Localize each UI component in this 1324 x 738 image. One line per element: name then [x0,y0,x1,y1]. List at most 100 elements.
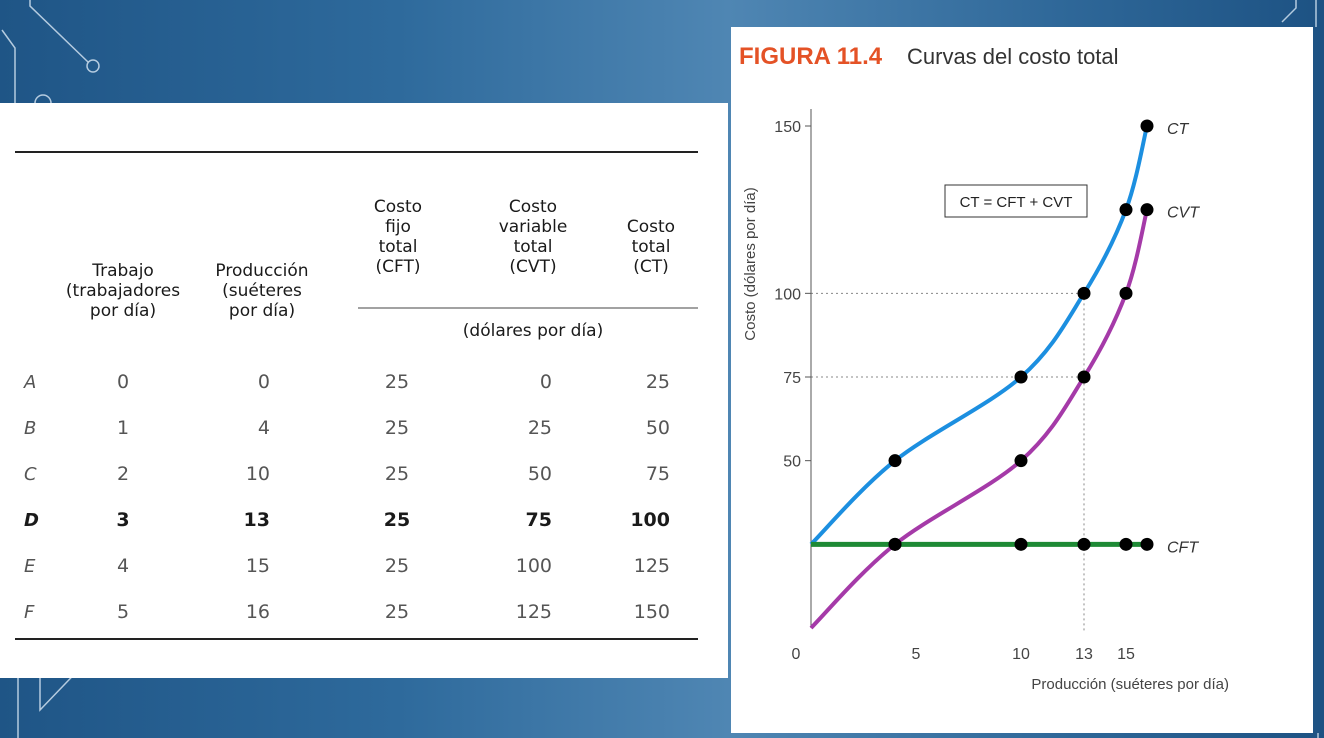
header-cvt-4: (CVT) [509,257,556,277]
point-cvt [1077,370,1091,384]
equation-box [944,184,1088,218]
y-tick-label: 50 [783,454,801,471]
figure-title: Curvas del costo total [907,44,1119,69]
equation-label: CT = CFT + CVT [960,194,1073,211]
table-row: F 5 16 25 125 150 [24,601,670,623]
header-ct-1: Costo [627,217,675,237]
header-cft-1: Costo [374,197,422,217]
header-produccion-3: por día) [229,301,295,321]
header-trabajo-2: (trabajadores [66,281,180,301]
header-ct-2: total [632,237,671,257]
point-ct [1014,370,1028,384]
cell-ct: 125 [634,555,670,577]
x-tick-label: 0 [792,646,801,663]
cell-produccion: 10 [246,463,270,485]
row-label: B [24,418,36,439]
cell-trabajo: 4 [117,555,129,577]
cell-trabajo: 2 [117,463,129,485]
cell-produccion: 16 [246,601,270,623]
cell-ct: 75 [646,463,670,485]
cell-trabajo: 5 [117,601,129,623]
figure-panel: FIGURA 11.4 Curvas del costo total 50 75 1… [731,27,1313,733]
table-row: D 3 13 25 75 100 [24,509,670,531]
x-tick-label: 10 [1012,646,1030,663]
figure-number: FIGURA 11.4 [739,43,883,70]
y-tick-label: 100 [774,286,801,303]
cell-trabajo: 0 [117,371,129,393]
cell-cvt: 100 [516,555,552,577]
cell-cvt: 50 [528,463,552,485]
row-label: E [24,556,36,577]
row-label: D [24,510,39,531]
cell-cvt: 125 [516,601,552,623]
header-produccion-2: (suéteres [222,281,302,301]
guide-lines [811,292,1085,632]
y-axis-label: Costo (dólares por día) [742,187,759,340]
x-tick-label: 15 [1117,646,1135,663]
header-cvt-1: Costo [509,197,557,217]
y-tick-label: 150 [774,119,801,136]
header-cft-4: (CFT) [376,257,421,277]
point-cft [1140,537,1154,551]
point-cvt [1119,286,1133,300]
header-cft-2: fijo [385,217,411,237]
header-trabajo-1: Trabajo [91,261,154,281]
cell-cft: 25 [385,417,409,439]
header-cvt-3: total [514,237,553,257]
point-ct [1077,286,1091,300]
cell-ct: 25 [646,371,670,393]
row-label: C [24,464,37,485]
y-axis-ticks: 50 75 100 150 [774,119,811,471]
cell-ct: 100 [630,509,670,531]
cell-produccion: 15 [246,555,270,577]
cell-cvt: 0 [540,371,552,393]
point-ct [1119,203,1133,217]
cell-produccion: 0 [258,371,270,393]
series-labels: CT CVT CFT [1167,121,1200,556]
point-cvt [1140,203,1154,217]
cost-table: Trabajo (trabajadores por día) Producció… [15,151,698,640]
table-row: C 2 10 25 50 75 [24,463,670,485]
point-cft [1077,537,1091,551]
series-label-ct: CT [1167,121,1190,138]
data-points [888,119,1154,551]
x-tick-label: 13 [1075,646,1093,663]
cell-cft: 25 [385,601,409,623]
series-label-cft: CFT [1167,539,1199,556]
cell-ct: 50 [646,417,670,439]
point-cft [1014,537,1028,551]
cell-trabajo: 3 [116,509,129,531]
total-cost-chart: FIGURA 11.4 Curvas del costo total 50751… [739,43,1229,693]
point-cvt [1014,454,1028,468]
header-cvt-2: variable [499,217,568,237]
point-cft [1119,537,1133,551]
table-body: A 0 0 25 0 25 B 1 4 25 25 50 C 2 10 25 50 75 D 3 13 25 75 100 E 4… [23,371,670,623]
y-tick-label: 75 [783,370,801,387]
cell-ct: 150 [634,601,670,623]
cell-cft: 25 [384,509,410,531]
series-label-cvt: CVT [1167,205,1200,222]
header-cft-3: total [379,237,418,257]
header-trabajo-3: por día) [90,301,156,321]
cell-cft: 25 [385,371,409,393]
cost-table-panel: Trabajo (trabajadores por día) Producció… [0,103,728,678]
header-produccion-1: Producción [215,261,308,281]
x-tick-label: 5 [912,646,921,663]
cell-cvt: 75 [526,509,552,531]
cell-trabajo: 1 [117,417,129,439]
point-ct [888,454,902,468]
row-label: A [23,372,36,393]
x-axis-label: Producción (suéteres por día) [1031,676,1229,693]
header-units: (dólares por día) [463,321,603,341]
point-cft [888,537,902,551]
cell-cft: 25 [385,463,409,485]
table-row: A 0 0 25 0 25 [23,371,670,393]
table-row: E 4 15 25 100 125 [24,555,670,577]
cell-cvt: 25 [528,417,552,439]
cell-cft: 25 [385,555,409,577]
table-row: B 1 4 25 25 50 [24,417,670,439]
cell-produccion: 13 [244,509,270,531]
row-label: F [24,602,35,623]
cell-produccion: 4 [258,417,270,439]
x-axis-ticks: 0 5 10 13 15 [792,646,1135,663]
